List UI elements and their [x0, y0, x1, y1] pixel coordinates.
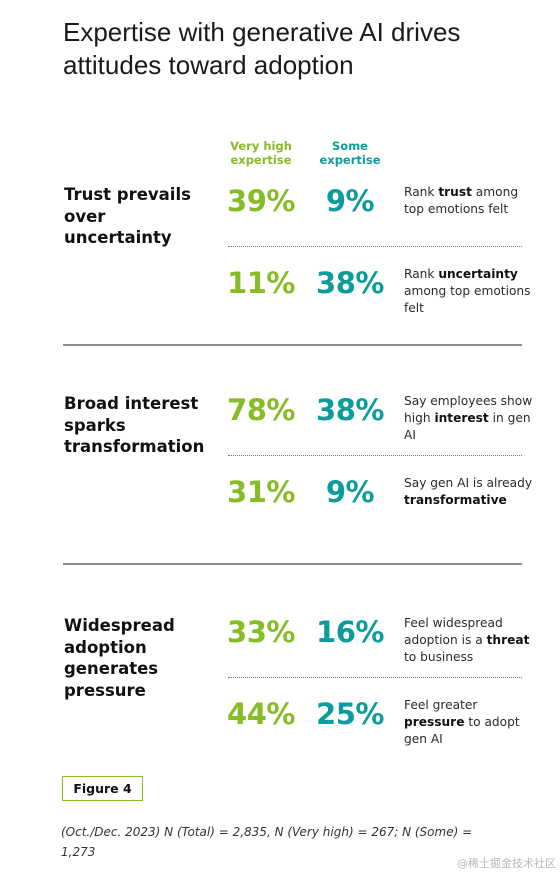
value-some: 38%: [316, 266, 384, 300]
section-divider: [63, 344, 522, 346]
table-row: 44% 25% Feel greater pressure to adopt gen…: [0, 697, 560, 767]
section-title: Trust prevails over uncertainty: [64, 185, 191, 247]
section-title: Widespread adoption generates pressure: [64, 616, 175, 700]
table-row: 33% 16% Feel widespread adoption is a thre…: [0, 615, 560, 685]
row-description: Rank trust among top emotions felt: [404, 185, 519, 216]
value-very-high: 78%: [227, 393, 295, 427]
row-divider: [228, 246, 522, 247]
row-divider: [228, 677, 522, 678]
table-row: 78% 38% Say employees show high interest i…: [0, 393, 560, 463]
table-row: 31% 9% Say gen AI is already transformativ…: [0, 475, 560, 545]
value-very-high: 33%: [227, 615, 295, 649]
page-title: Expertise with generative AI drives atti…: [63, 17, 461, 80]
value-very-high: 11%: [227, 266, 295, 300]
value-some: 16%: [316, 615, 384, 649]
section-divider: [63, 563, 522, 565]
value-very-high: 44%: [227, 697, 295, 731]
value-some: 9%: [325, 184, 375, 218]
source-note: (Oct./Dec. 2023) N (Total) = 2,835, N (V…: [61, 825, 473, 859]
row-description: Say employees show high interest in gen …: [404, 394, 533, 442]
value-very-high: 39%: [227, 184, 295, 218]
value-some: 38%: [316, 393, 384, 427]
row-description: Say gen AI is already transformative: [404, 476, 533, 507]
table-row: 11% 38% Rank uncertainty among top emotion…: [0, 266, 560, 336]
watermark: @稀土掘金技术社区: [457, 857, 556, 870]
value-very-high: 31%: [227, 475, 295, 509]
row-description: Feel greater pressure to adopt gen AI: [404, 698, 520, 746]
column-header-some: Some expertise: [319, 139, 381, 167]
column-header-very-high: Very high expertise: [230, 139, 292, 167]
table-row: 39% 9% Rank trust among top emotions felt: [0, 184, 560, 254]
section-title: Broad interest sparks transformation: [64, 394, 205, 456]
row-description: Rank uncertainty among top emotions felt: [404, 267, 531, 315]
value-some: 25%: [316, 697, 384, 731]
row-description: Feel widespread adoption is a threat to …: [404, 616, 530, 664]
value-some: 9%: [325, 475, 375, 509]
figure-label: Figure 4: [62, 776, 143, 801]
row-divider: [228, 455, 522, 456]
